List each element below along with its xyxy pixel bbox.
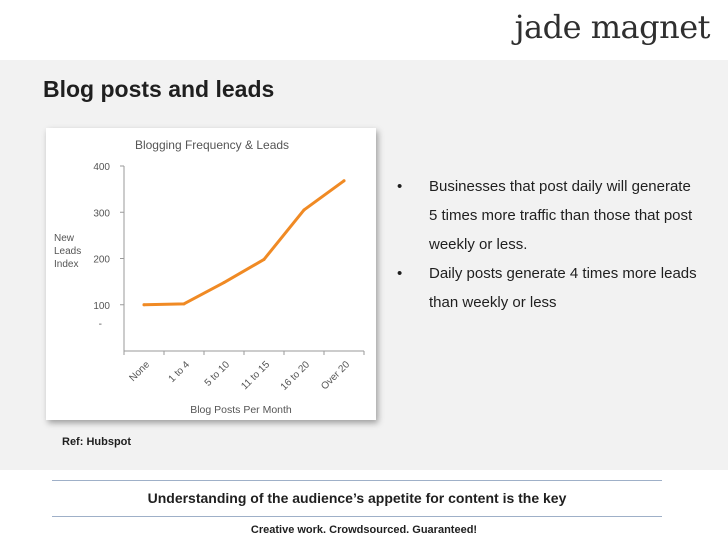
x-tick-label: Over 20 — [319, 359, 352, 392]
x-tick-label: 5 to 10 — [203, 359, 233, 389]
divider-bottom — [52, 516, 662, 517]
footer-tagline: Creative work. Crowdsourced. Guaranteed! — [250, 524, 478, 536]
brand-logo: jade magnet — [514, 8, 711, 46]
bullet-list: • Businesses that post daily will genera… — [397, 172, 697, 317]
chart-image: Blogging Frequency & Leads New Leads Ind… — [46, 128, 376, 420]
y-tick-label: 400 — [93, 162, 110, 173]
leads-series-line — [142, 179, 346, 307]
reference-note: Ref: Hubspot — [62, 436, 132, 448]
header-bar: jade magnet — [0, 0, 728, 60]
y-axis-label: New Leads Index — [54, 233, 84, 270]
data-point — [142, 303, 146, 307]
bullet-item: • Daily posts generate 4 times more lead… — [397, 259, 697, 317]
x-tick-label: None — [127, 359, 152, 384]
bullet-item: • Businesses that post daily will genera… — [397, 172, 697, 259]
line-chart: Blogging Frequency & Leads New Leads Ind… — [54, 138, 365, 416]
x-tick-label: 11 to 15 — [239, 359, 272, 392]
bullet-marker: • — [397, 265, 403, 282]
data-point — [262, 257, 266, 261]
divider-top — [52, 480, 662, 481]
y-axis-label-line: Leads — [54, 246, 81, 257]
y-tick-label: - — [99, 319, 102, 330]
y-tick-label: 200 — [93, 255, 110, 266]
x-tick-label: 16 to 20 — [279, 359, 313, 393]
y-tick-label: 300 — [93, 208, 110, 219]
x-tick-label: 1 to 4 — [167, 359, 193, 385]
data-point — [342, 179, 346, 183]
data-point — [302, 208, 306, 212]
data-point — [182, 302, 186, 306]
slide-title: Blog posts and leads — [43, 76, 275, 102]
data-point — [222, 281, 226, 285]
bullet-text: Businesses that post daily will generate… — [429, 178, 693, 253]
bullet-marker: • — [397, 178, 403, 195]
key-message: Understanding of the audience’s appetite… — [147, 490, 567, 506]
y-tick-label: 100 — [93, 301, 110, 312]
bullet-text: Daily posts generate 4 times more leads … — [429, 265, 697, 311]
y-axis-label-line: Index — [54, 259, 78, 270]
x-axis-label: Blog Posts Per Month — [190, 404, 292, 416]
chart-title: Blogging Frequency & Leads — [135, 138, 289, 152]
y-axis-label-line: New — [54, 233, 75, 244]
